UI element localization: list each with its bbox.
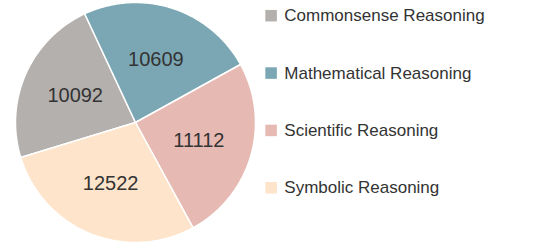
svg-text:12522: 12522 <box>83 172 139 194</box>
svg-text:Symbolic Reasoning: Symbolic Reasoning <box>284 178 439 197</box>
svg-text:10092: 10092 <box>47 84 103 106</box>
svg-text:11112: 11112 <box>173 129 224 151</box>
svg-text:Scientific Reasoning: Scientific Reasoning <box>284 121 438 140</box>
svg-text:Commonsense Reasoning: Commonsense Reasoning <box>284 6 484 25</box>
svg-text:Mathematical Reasoning: Mathematical Reasoning <box>284 64 471 83</box>
svg-text:10609: 10609 <box>128 48 184 70</box>
